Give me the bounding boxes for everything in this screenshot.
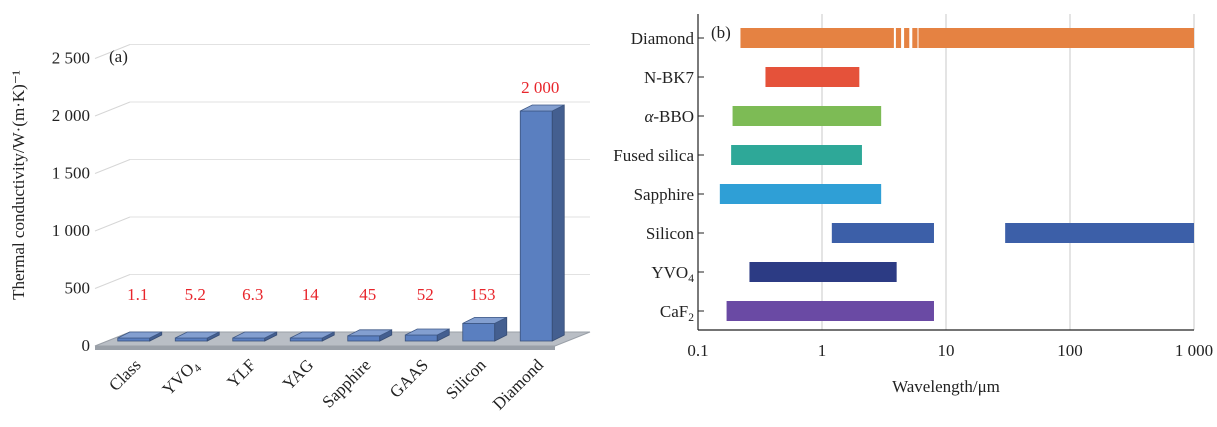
- category-label: α-BBO: [644, 107, 694, 126]
- y-tick-label: 2 500: [52, 49, 90, 68]
- range-bar: [720, 184, 881, 204]
- category-label: Class: [105, 355, 144, 394]
- gridline-depth: [95, 102, 130, 116]
- range-bar: [765, 67, 859, 87]
- floor-platform: [95, 332, 590, 346]
- value-label: 6.3: [242, 285, 263, 304]
- y-tick-label: 0: [82, 336, 91, 355]
- bar: [348, 336, 380, 341]
- bar-side: [552, 105, 564, 341]
- floor-front-edge: [95, 346, 555, 350]
- value-label: 52: [417, 285, 434, 304]
- y-tick-label: 1 000: [52, 221, 90, 240]
- value-label: 14: [302, 285, 320, 304]
- y-axis-label: Thermal conductivity/W·(m·K)⁻¹: [9, 70, 28, 300]
- gridline-depth: [95, 217, 130, 231]
- category-label: YAG: [279, 355, 317, 393]
- category-label: Silicon: [646, 224, 695, 243]
- x-tick-label: 0.1: [687, 341, 708, 360]
- category-label: Silicon: [442, 355, 490, 403]
- panel-b-transmission-range-chart: 0.1 1 10 100 1 000 Wavelength/μm (b) Diamond N-B…: [613, 14, 1213, 396]
- x-tick-label: 1: [818, 341, 827, 360]
- category-label: YVO4: [651, 263, 694, 285]
- panel-a-thermal-conductivity-chart: 0 500 1 000 1 500 2 000 2 500 Thermal conducti…: [9, 45, 590, 414]
- range-bar-dash: [904, 28, 909, 48]
- category-label: N-BK7: [644, 68, 695, 87]
- x-tick-label: 1 000: [1175, 341, 1213, 360]
- category-label: Sapphire: [634, 185, 694, 204]
- value-label: 153: [470, 285, 496, 304]
- bar: [405, 335, 437, 341]
- range-bar: [733, 106, 882, 126]
- bar: [463, 323, 495, 341]
- category-label: CaF2: [660, 302, 694, 324]
- category-label: YLF: [223, 355, 259, 391]
- range-bar-dash: [912, 28, 917, 48]
- value-label: 2 000: [521, 78, 559, 97]
- bar: [118, 338, 150, 341]
- range-bar: [727, 301, 934, 321]
- value-label: 45: [359, 285, 376, 304]
- gridline-depth: [95, 160, 130, 174]
- range-bar-dash: [896, 28, 901, 48]
- range-bar: [731, 145, 862, 165]
- bar: [520, 111, 552, 341]
- category-label: Diamond: [489, 355, 548, 414]
- y-tick-label: 2 000: [52, 106, 90, 125]
- value-label: 5.2: [185, 285, 206, 304]
- category-label: Sapphire: [318, 355, 374, 411]
- category-label: Fused silica: [613, 146, 694, 165]
- category-label: YVO4: [159, 355, 205, 401]
- panel-label-a: (a): [109, 47, 128, 66]
- panel-label-b: (b): [711, 23, 731, 42]
- gridline-depth: [95, 275, 130, 289]
- y-tick-label: 500: [65, 279, 91, 298]
- x-axis-label: Wavelength/μm: [892, 377, 1000, 396]
- range-bar: [1005, 223, 1194, 243]
- x-tick-label: 10: [938, 341, 955, 360]
- category-label: Diamond: [631, 29, 695, 48]
- bar: [233, 338, 265, 341]
- category-label: GAAS: [386, 355, 432, 401]
- y-tick-label: 1 500: [52, 164, 90, 183]
- value-label: 1.1: [127, 285, 148, 304]
- range-bar: [749, 262, 896, 282]
- x-tick-label: 100: [1057, 341, 1083, 360]
- range-bar: [832, 223, 934, 243]
- bar: [290, 338, 322, 341]
- range-bar: [740, 28, 1194, 48]
- bar: [175, 338, 207, 341]
